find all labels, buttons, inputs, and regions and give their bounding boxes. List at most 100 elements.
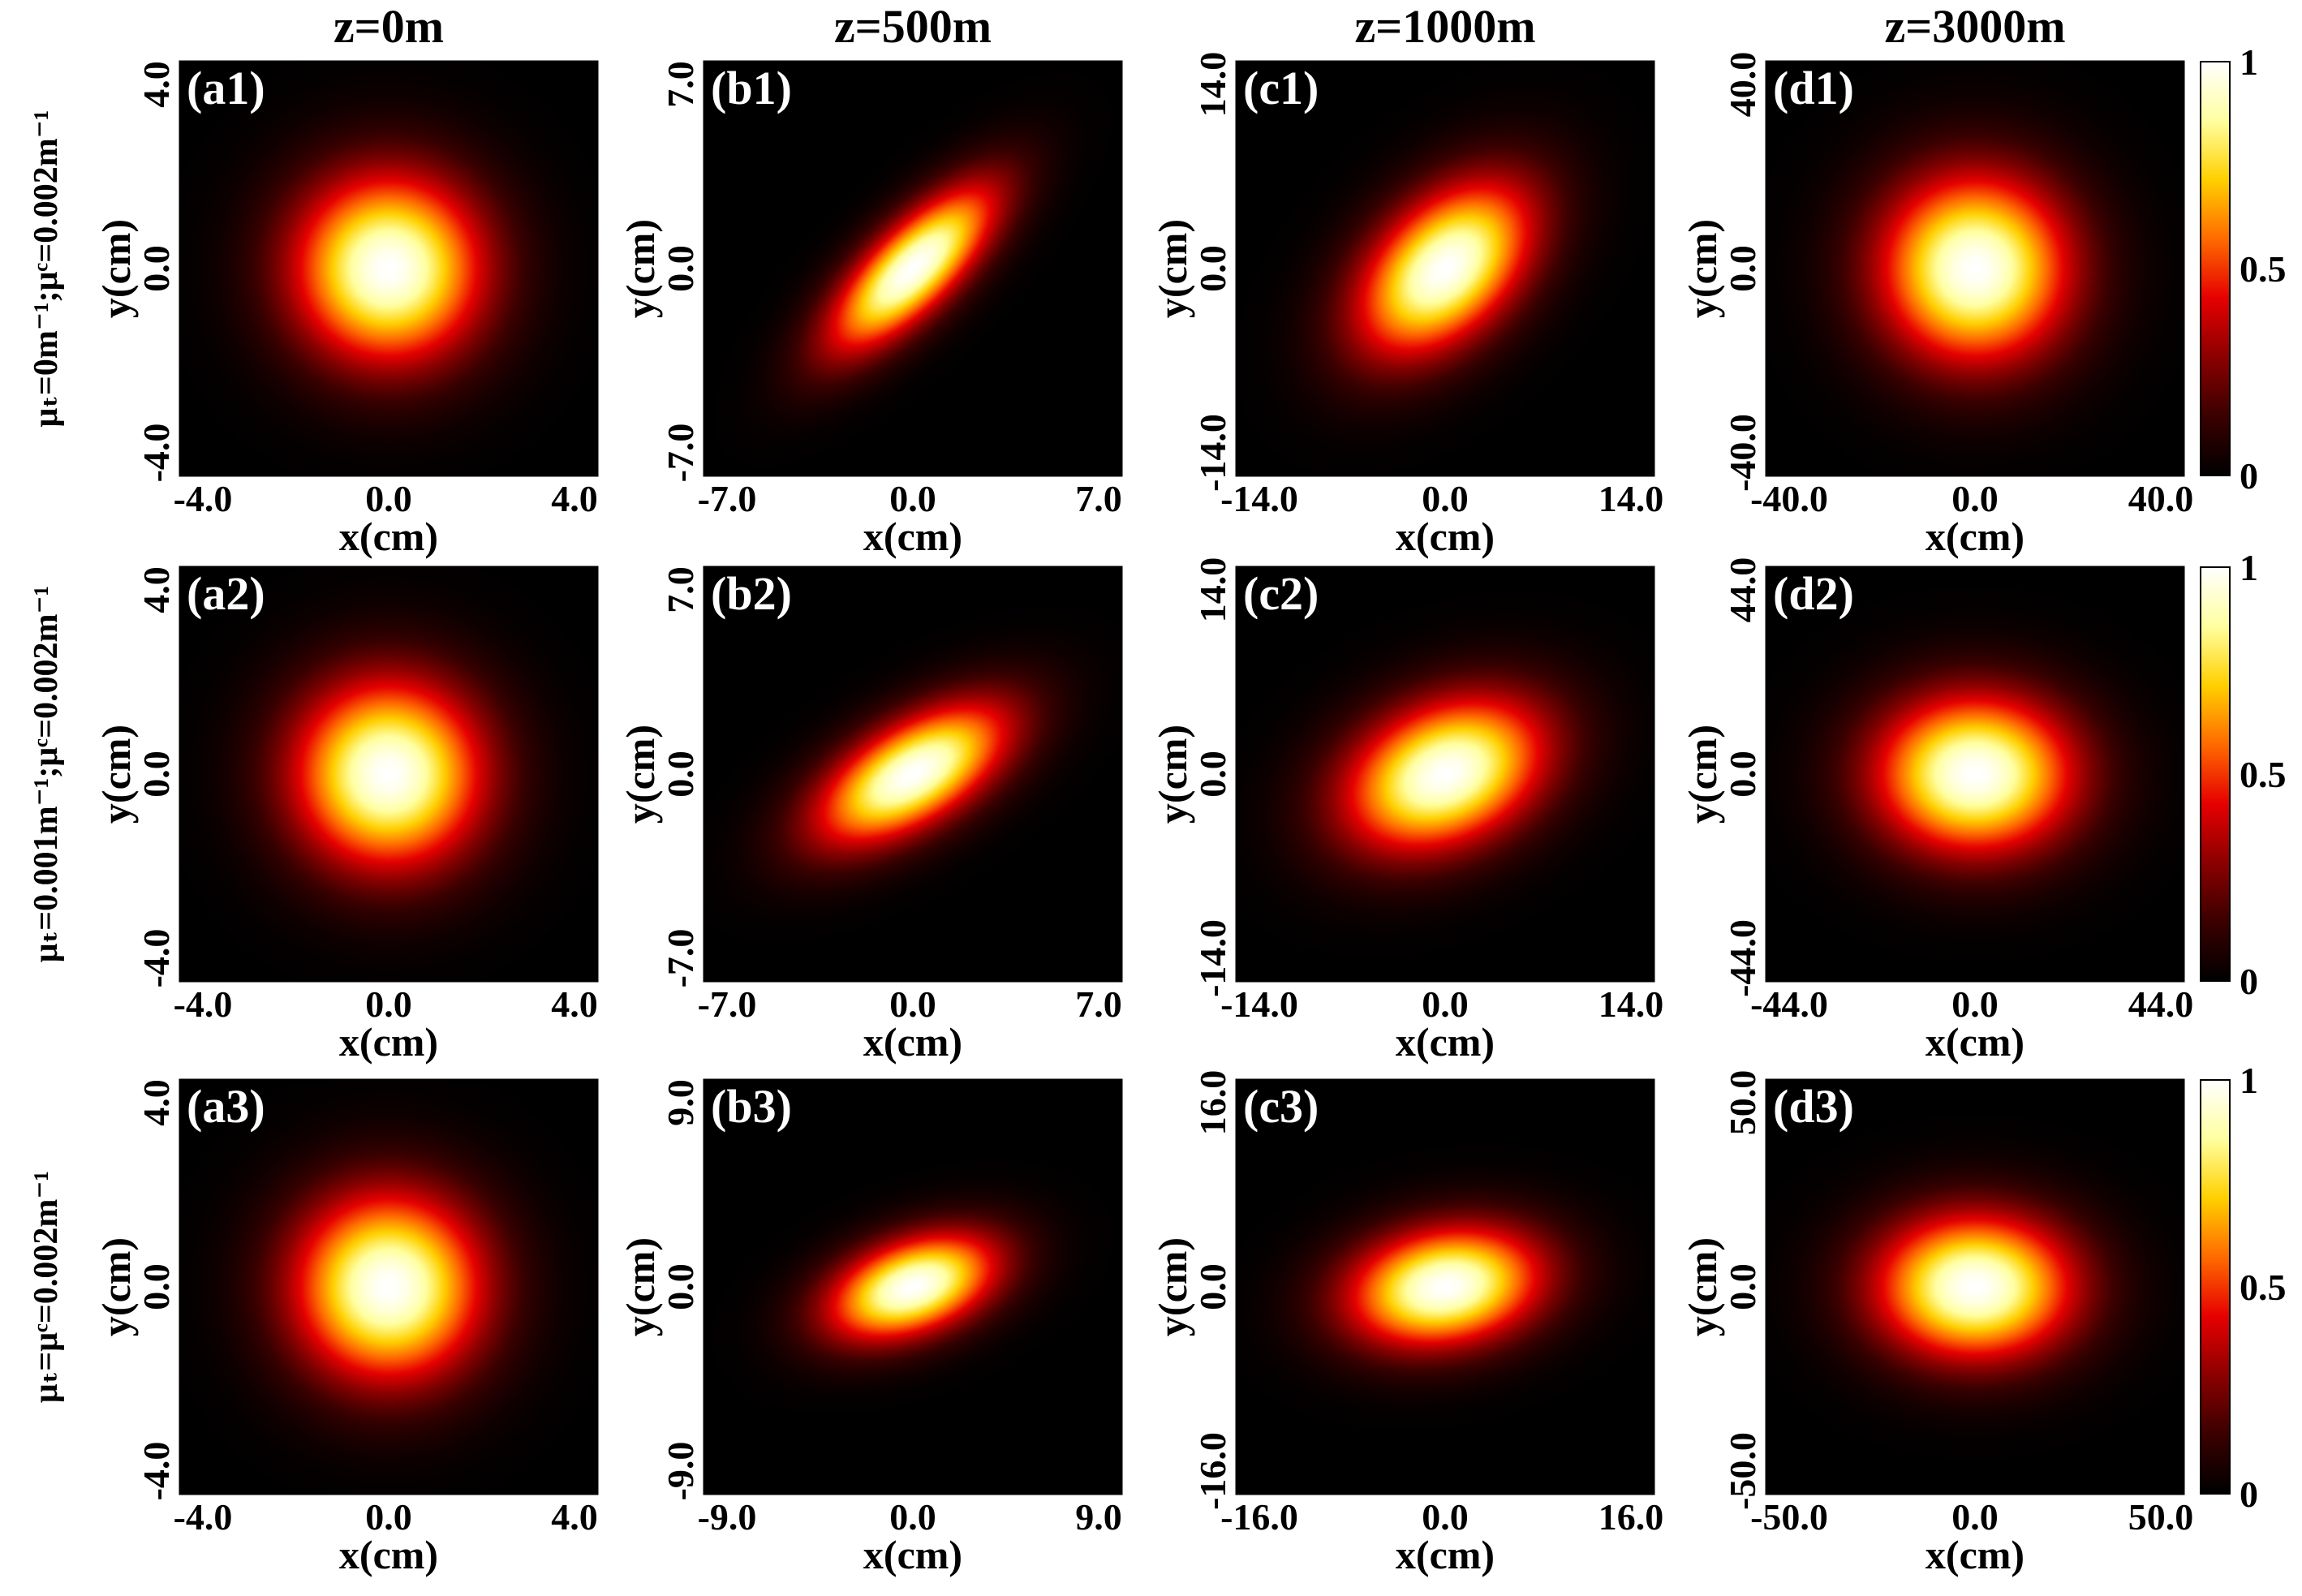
panel-a2: (a2) -4.0 0.0 4.0 x(cm) -4.0 0.0 4.0 y(cm)	[93, 566, 599, 1065]
panel-label: (d3)	[1773, 1080, 1854, 1133]
colorbar-bar	[2200, 61, 2231, 476]
panel-label: (a3)	[187, 1080, 265, 1133]
y-tick-label: -40.0	[1722, 414, 1763, 492]
plot-frame	[703, 60, 1123, 477]
y-axis-label: y(cm)	[617, 1237, 663, 1336]
column-title: z=0m	[333, 0, 444, 53]
y-axis-label: y(cm)	[617, 725, 663, 824]
panel-d1: (d1) -40.0 0.0 40.0 x(cm) -40.0 0.0 40.0 y(cm)	[1680, 52, 2193, 559]
x-axis-label: x(cm)	[1396, 1532, 1495, 1577]
panel-label: (c2)	[1243, 567, 1319, 620]
y-tick-label: -7.0	[660, 929, 701, 988]
plot-frame	[703, 566, 1123, 983]
panel-b1: (b1) -7.0 0.0 7.0 x(cm) -7.0 0.0 7.0 y(cm)	[617, 60, 1123, 559]
x-tick-label: 16.0	[1598, 1496, 1664, 1538]
plot-frame	[179, 566, 599, 983]
x-tick-label: -40.0	[1750, 478, 1828, 519]
x-axis-label: x(cm)	[1926, 1019, 2024, 1065]
y-tick-label: -7.0	[660, 424, 701, 483]
panel-d3: (d3) -50.0 0.0 50.0 x(cm) -50.0 0.0 50.0 y(cm)	[1680, 1070, 2193, 1577]
x-tick-label: 0.0	[1422, 1496, 1469, 1538]
y-axis-label: y(cm)	[617, 219, 663, 318]
y-tick-label: -44.0	[1722, 919, 1763, 997]
y-tick-label: 7.0	[660, 566, 701, 613]
plot-frame	[179, 1078, 599, 1495]
x-tick-label: -14.0	[1220, 983, 1298, 1025]
x-tick-label: 4.0	[551, 478, 598, 519]
column-titles: z=0m z=500m z=1000m z=3000m	[333, 0, 2066, 53]
y-axis-label: y(cm)	[1150, 219, 1195, 318]
x-axis-label: x(cm)	[863, 1019, 962, 1065]
y-tick-label: 4.0	[136, 566, 177, 613]
x-tick-label: 0.0	[1422, 478, 1469, 519]
row-label: μₜ=0m⁻¹;μᶜ=0.002m⁻¹	[28, 110, 65, 428]
x-tick-label: 4.0	[551, 1496, 598, 1538]
x-tick-label: 9.0	[1075, 1496, 1122, 1538]
x-tick-label: 0.0	[1951, 983, 1999, 1025]
x-tick-label: -14.0	[1220, 478, 1298, 519]
x-axis-label: x(cm)	[339, 514, 438, 559]
y-tick-label: 0.0	[660, 245, 701, 292]
x-tick-label: 7.0	[1075, 983, 1122, 1025]
y-tick-label: 14.0	[1192, 52, 1233, 118]
x-tick-label: 0.0	[889, 983, 936, 1025]
x-tick-label: -44.0	[1750, 983, 1828, 1025]
heatmap-image	[1237, 1080, 1654, 1494]
colorbar-2: 00.51	[2200, 547, 2287, 1002]
panel-b3: (b3) -9.0 0.0 9.0 x(cm) -9.0 0.0 9.0 y(cm)	[617, 1078, 1123, 1577]
y-tick-label: 0.0	[660, 751, 701, 798]
y-tick-label: 0.0	[660, 1263, 701, 1310]
x-tick-label: 7.0	[1075, 478, 1122, 519]
heatmap-image	[1237, 62, 1654, 475]
y-tick-label: 9.0	[660, 1079, 701, 1126]
y-tick-label: 0.0	[136, 1263, 177, 1310]
colorbar-bar	[2200, 1079, 2231, 1495]
y-tick-label: -9.0	[660, 1442, 701, 1501]
x-tick-label: 40.0	[2128, 478, 2194, 519]
colorbar-tick-label: 1	[2240, 1060, 2258, 1101]
y-axis-label: y(cm)	[1680, 725, 1725, 824]
heatmap-image	[1766, 1080, 2184, 1494]
panel-c3: (c3) -16.0 0.0 16.0 x(cm) -16.0 0.0 16.0 y(cm)	[1150, 1070, 1663, 1577]
y-tick-label: 0.0	[136, 751, 177, 798]
y-tick-label: 44.0	[1722, 557, 1763, 623]
column-title: z=500m	[834, 0, 992, 53]
colorbar-tick-label: 1	[2240, 547, 2258, 588]
y-tick-label: -4.0	[136, 929, 177, 988]
y-tick-label: -14.0	[1192, 919, 1233, 997]
x-tick-label: 14.0	[1598, 983, 1664, 1025]
x-axis-label: x(cm)	[1396, 1019, 1495, 1065]
panel-label: (d2)	[1773, 567, 1854, 620]
x-tick-label: -7.0	[698, 983, 757, 1025]
x-axis-label: x(cm)	[863, 514, 962, 559]
panels: (a1) -4.0 0.0 4.0 x(cm) -4.0 0.0 4.0 y(cm) (b1) -7…	[93, 52, 2193, 1577]
y-axis-label: y(cm)	[93, 725, 139, 824]
panel-label: (b2)	[711, 567, 792, 620]
x-axis-label: x(cm)	[1926, 514, 2024, 559]
x-axis-label: x(cm)	[1926, 1532, 2024, 1577]
x-tick-label: 0.0	[365, 983, 412, 1025]
y-tick-label: 4.0	[136, 61, 177, 108]
y-tick-label: 0.0	[1722, 751, 1763, 798]
x-tick-label: 0.0	[1951, 1496, 1999, 1538]
y-axis-label: y(cm)	[93, 1237, 139, 1336]
x-tick-label: 0.0	[889, 478, 936, 519]
panel-a3: (a3) -4.0 0.0 4.0 x(cm) -4.0 0.0 4.0 y(cm)	[93, 1078, 599, 1577]
y-tick-label: 0.0	[1192, 1263, 1233, 1310]
colorbar-tick-label: 1	[2240, 41, 2258, 83]
x-tick-label: 0.0	[1422, 983, 1469, 1025]
y-tick-label: -4.0	[136, 424, 177, 483]
x-tick-label: -4.0	[174, 1496, 233, 1538]
y-tick-label: 0.0	[136, 245, 177, 292]
x-axis-label: x(cm)	[1396, 514, 1495, 559]
y-tick-label: 50.0	[1722, 1070, 1763, 1136]
colorbar-1: 00.51	[2200, 41, 2287, 497]
panel-d2: (d2) -44.0 0.0 44.0 x(cm) -44.0 0.0 44.0 y(cm)	[1680, 557, 2193, 1065]
panel-a1: (a1) -4.0 0.0 4.0 x(cm) -4.0 0.0 4.0 y(cm)	[93, 60, 599, 559]
plot-frame	[179, 60, 599, 477]
x-tick-label: -9.0	[698, 1496, 757, 1538]
heatmap-image	[704, 1080, 1121, 1494]
panel-label: (b3)	[711, 1080, 792, 1133]
